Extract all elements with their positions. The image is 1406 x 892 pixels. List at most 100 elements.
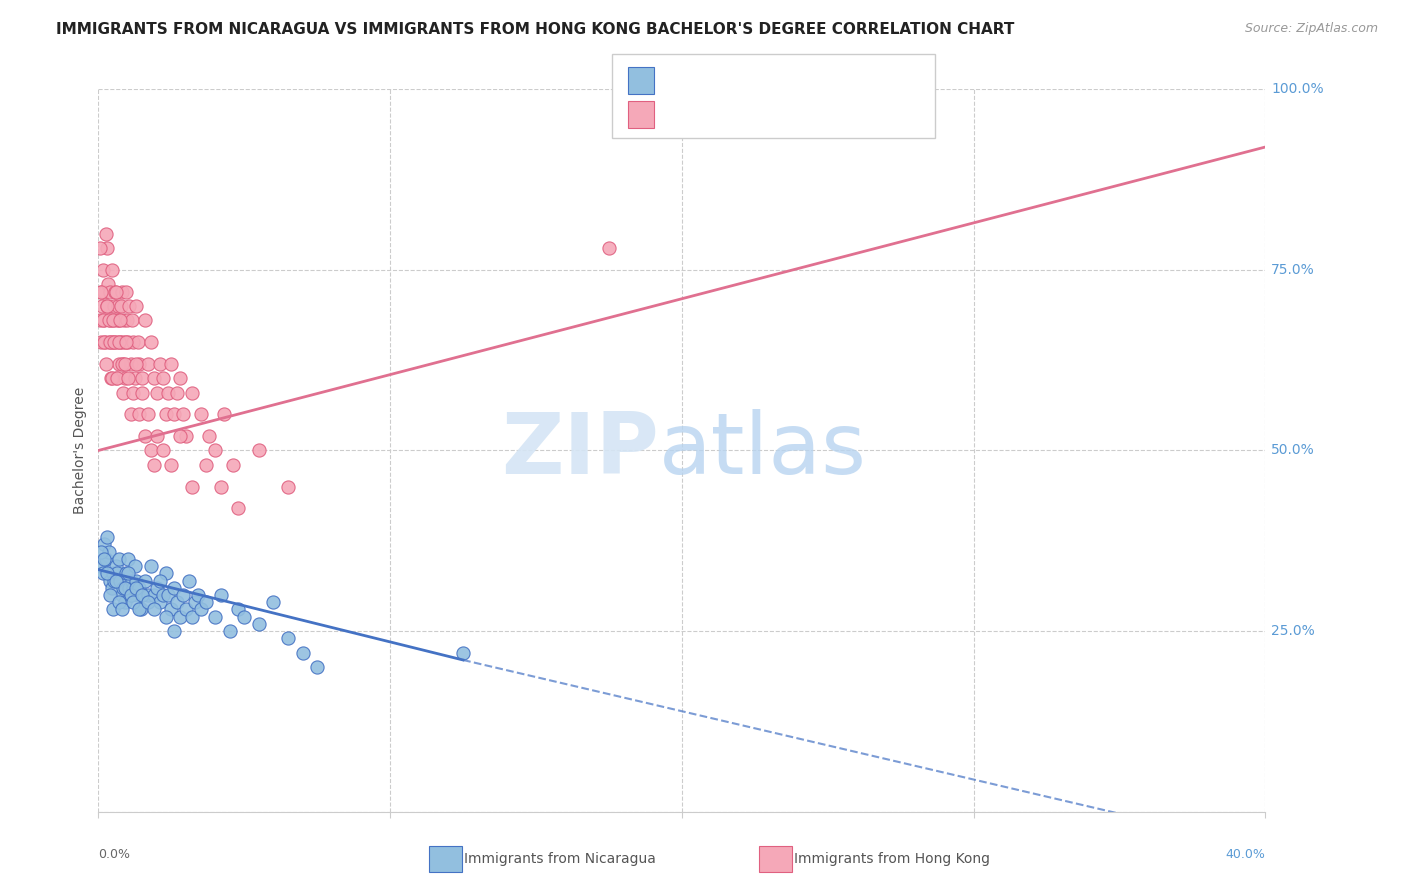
Point <box>277 480 299 494</box>
Point <box>172 407 194 421</box>
Point <box>146 385 169 400</box>
Point <box>160 602 183 616</box>
Text: 75.0%: 75.0% <box>1271 263 1315 277</box>
Point <box>204 609 226 624</box>
Point <box>198 429 221 443</box>
Point <box>101 313 124 327</box>
Point <box>107 299 129 313</box>
Point <box>90 299 112 313</box>
Point <box>134 313 156 327</box>
Point <box>121 574 143 588</box>
Point <box>97 313 120 327</box>
Point <box>247 616 270 631</box>
Point <box>105 313 128 327</box>
Text: 25.0%: 25.0% <box>1271 624 1315 638</box>
Point <box>89 313 111 327</box>
Point <box>103 574 125 588</box>
Point <box>96 299 118 313</box>
Point <box>122 385 145 400</box>
Point <box>183 595 205 609</box>
Point <box>118 581 141 595</box>
Point <box>221 458 243 472</box>
Point <box>172 588 194 602</box>
Point <box>122 595 145 609</box>
Point <box>101 602 124 616</box>
Point <box>101 313 124 327</box>
Point <box>180 480 202 494</box>
Point <box>93 334 115 349</box>
Point <box>152 371 174 385</box>
Point <box>131 371 153 385</box>
Point <box>117 334 139 349</box>
Point <box>103 334 125 349</box>
Point <box>97 277 120 292</box>
Point <box>101 566 124 581</box>
Point <box>111 588 134 602</box>
Point <box>149 357 172 371</box>
Point <box>108 313 131 327</box>
Point <box>125 574 148 588</box>
Point <box>101 334 124 349</box>
Point <box>180 609 202 624</box>
Point <box>93 285 115 299</box>
Point <box>97 334 120 349</box>
Point <box>114 371 136 385</box>
Point <box>117 551 139 566</box>
Point <box>134 429 156 443</box>
Point <box>90 285 112 299</box>
Point <box>129 602 152 616</box>
Point <box>100 581 122 595</box>
Point <box>114 334 136 349</box>
Point <box>204 443 226 458</box>
Point <box>146 429 169 443</box>
Point <box>115 566 138 581</box>
Point <box>228 501 250 516</box>
Point <box>142 588 165 602</box>
Point <box>190 602 212 616</box>
Point <box>149 574 172 588</box>
Point <box>136 588 159 602</box>
Point <box>121 313 143 327</box>
Point <box>120 588 142 602</box>
Point <box>277 632 299 646</box>
Point <box>177 574 200 588</box>
Point <box>128 407 150 421</box>
Point <box>598 241 620 255</box>
Point <box>142 371 165 385</box>
Point <box>134 574 156 588</box>
Point <box>157 385 180 400</box>
Point <box>98 574 121 588</box>
Point <box>111 334 134 349</box>
Point <box>155 566 177 581</box>
Point <box>111 285 134 299</box>
Point <box>90 559 112 574</box>
Point <box>114 581 136 595</box>
Point <box>163 407 186 421</box>
Text: 100.0%: 100.0% <box>1271 82 1324 96</box>
Point <box>247 443 270 458</box>
Point <box>169 609 191 624</box>
Point <box>125 357 148 371</box>
Text: IMMIGRANTS FROM NICARAGUA VS IMMIGRANTS FROM HONG KONG BACHELOR'S DEGREE CORRELA: IMMIGRANTS FROM NICARAGUA VS IMMIGRANTS … <box>56 22 1015 37</box>
Point <box>91 262 114 277</box>
Point <box>98 334 121 349</box>
Point <box>100 371 122 385</box>
Point <box>104 574 127 588</box>
Point <box>94 334 117 349</box>
Text: 112: 112 <box>801 108 831 121</box>
Point <box>114 357 136 371</box>
Point <box>105 334 128 349</box>
Point <box>124 559 146 574</box>
Point <box>149 595 172 609</box>
Point <box>152 443 174 458</box>
Text: Immigrants from Hong Kong: Immigrants from Hong Kong <box>794 852 990 866</box>
Point <box>110 574 132 588</box>
Point <box>90 334 112 349</box>
Text: R =: R = <box>665 74 695 87</box>
Point <box>117 371 139 385</box>
Point <box>139 559 162 574</box>
Point <box>155 609 177 624</box>
Point <box>114 595 136 609</box>
Point <box>152 588 174 602</box>
Point <box>110 299 132 313</box>
